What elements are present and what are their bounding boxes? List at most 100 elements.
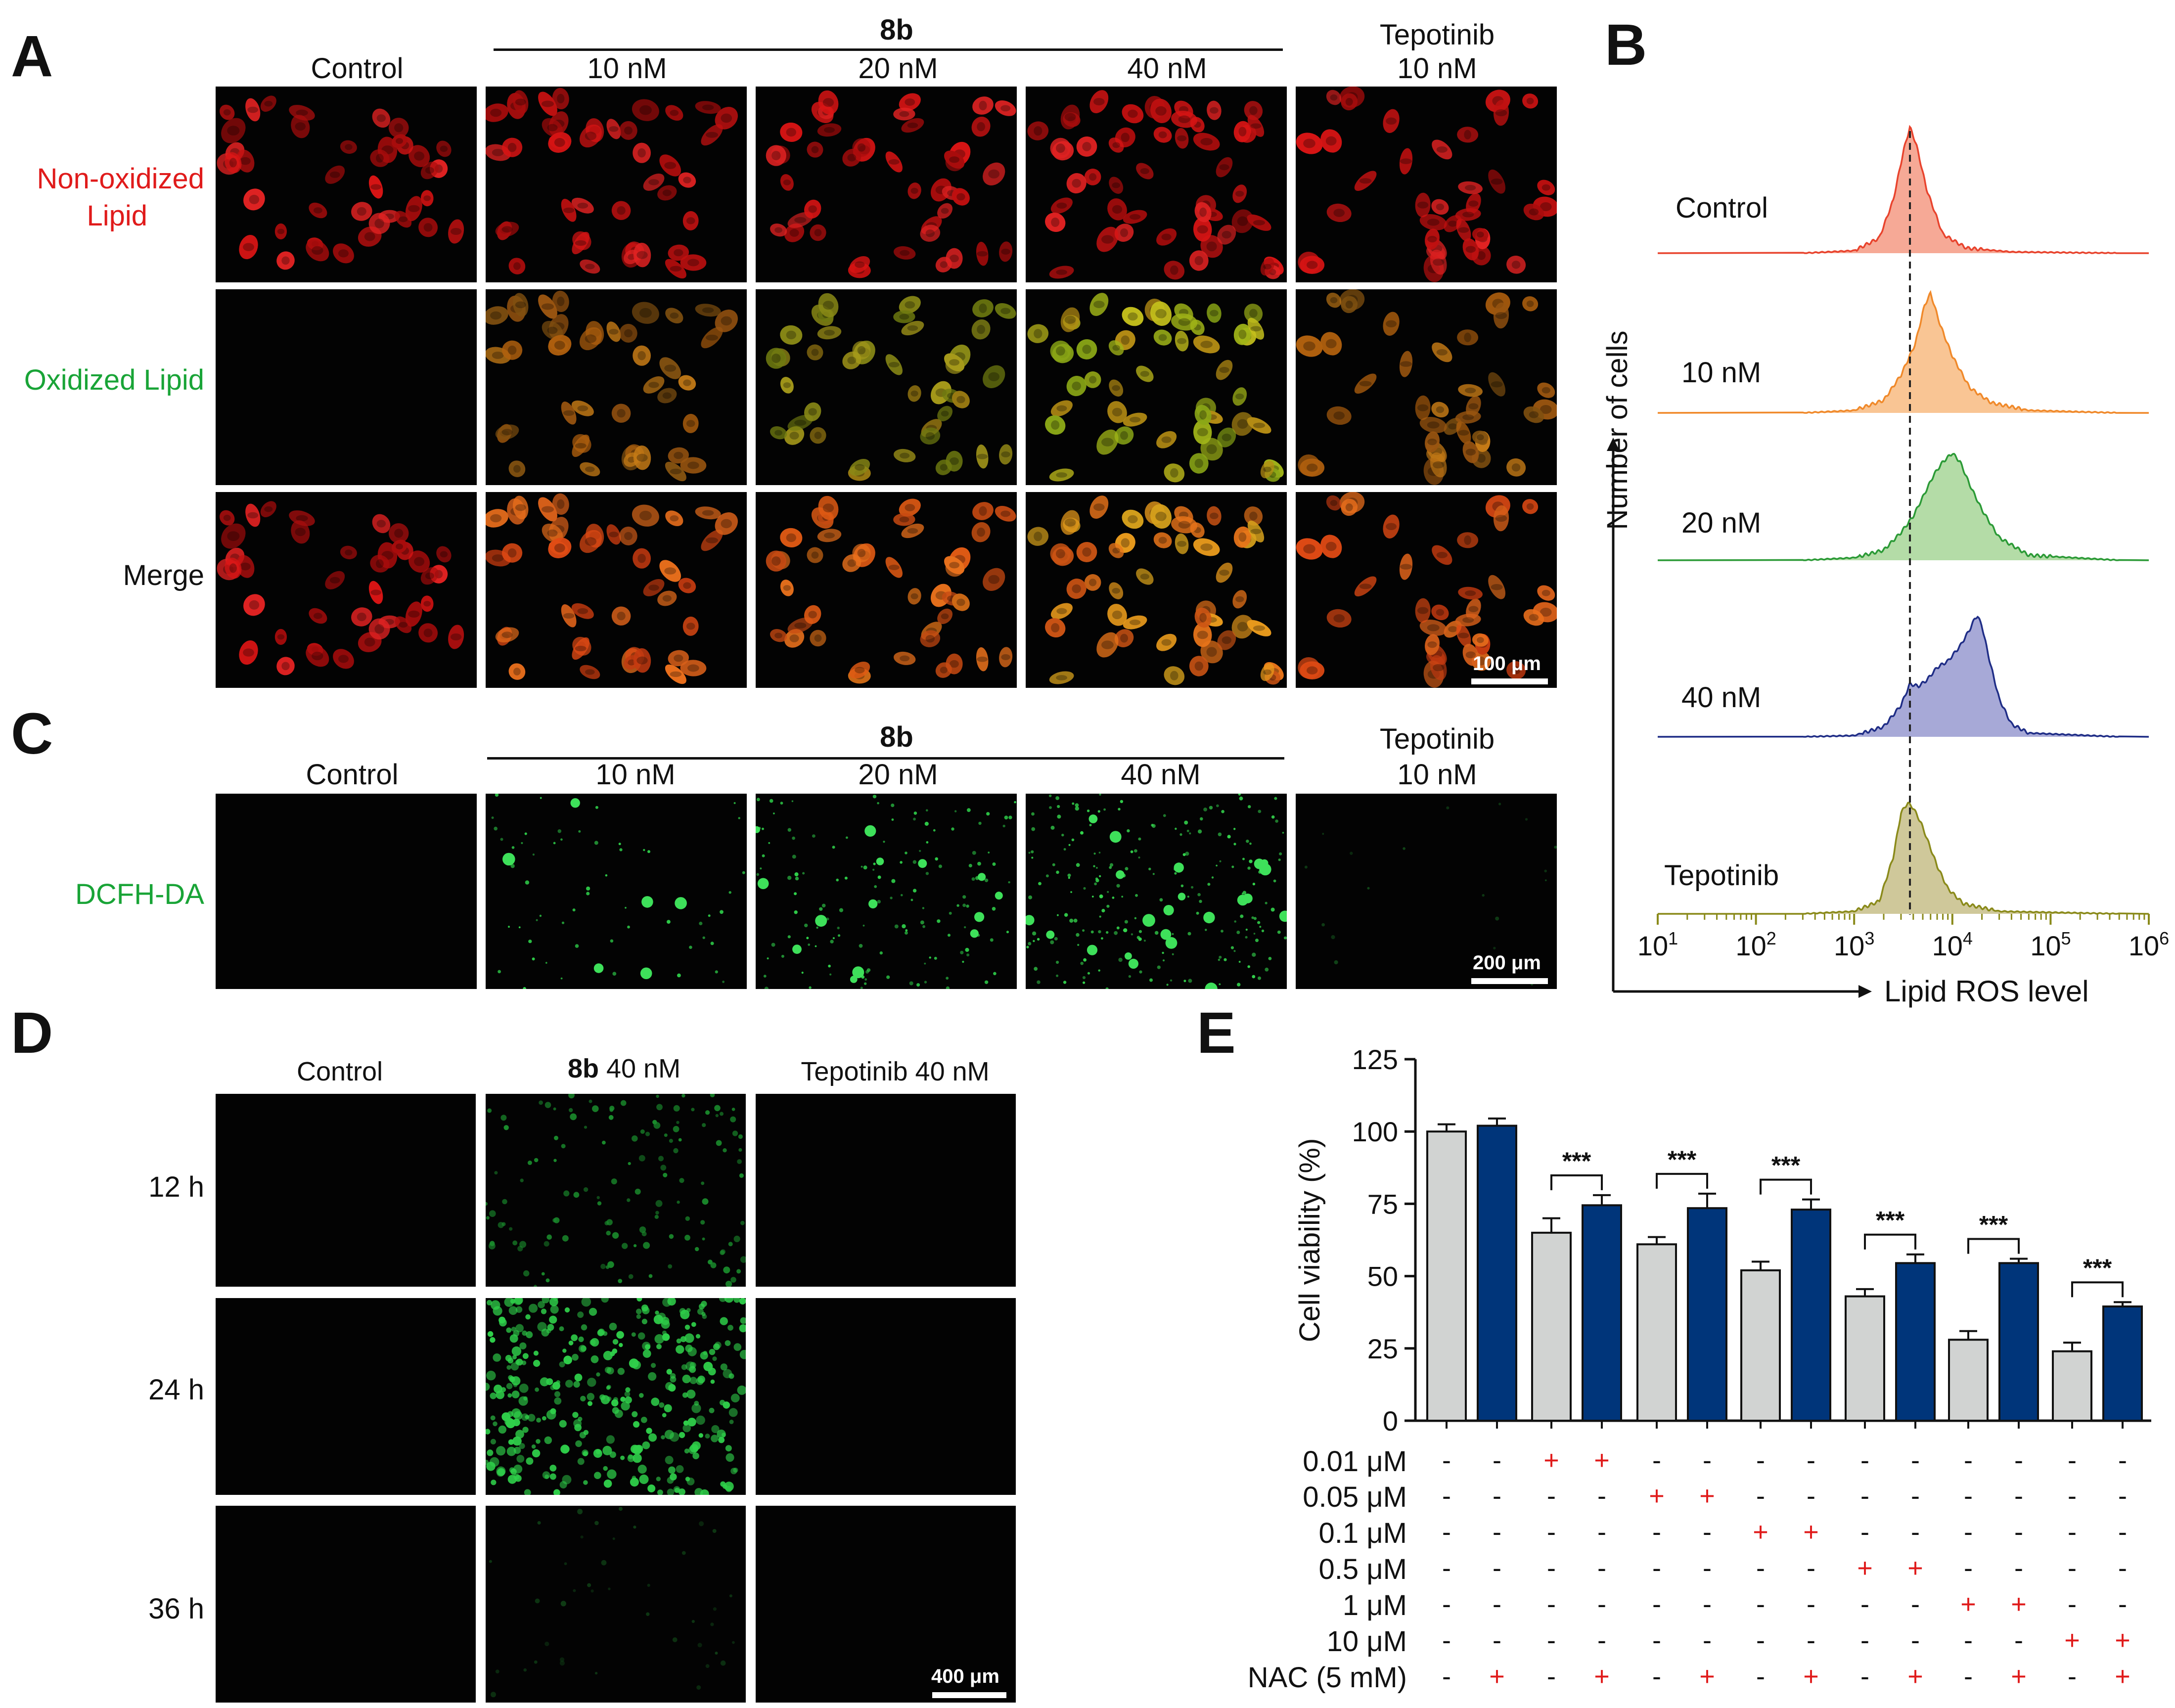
chart-b-x-arrow: [1858, 985, 1872, 998]
chart-e-mark-minus: -: [1597, 1589, 1606, 1619]
chart-e-mark-minus: -: [2068, 1553, 2077, 1583]
panel-d-col-8b: 8b 40 nM: [568, 1055, 680, 1082]
chart-e-mark-minus: -: [1911, 1445, 1920, 1475]
chart-e-bar-gray: [1636, 1243, 1677, 1422]
panel-d-col-tepotinib: Tepotinib 40 nM: [801, 1057, 990, 1086]
chart-e-significance-label: ***: [1876, 1207, 1905, 1234]
chart-e-mark-minus: -: [1597, 1517, 1606, 1547]
chart-e-bar-gray: [2052, 1350, 2092, 1422]
chart-e-mark-minus: -: [1547, 1481, 1556, 1511]
chart-e-mark-minus: -: [1964, 1553, 1973, 1583]
chart-e-mark-minus: -: [1652, 1445, 1661, 1475]
chart-b-xtick-label: 104: [1932, 928, 1973, 961]
chart-e-mark-minus: -: [1547, 1625, 1556, 1655]
chart-e-mark-minus: -: [1911, 1589, 1920, 1619]
chart-e-mark-minus: -: [1807, 1553, 1815, 1583]
chart-e-bar-blue: [1895, 1262, 1936, 1422]
chart-e-ylabel: Cell viability (%): [1294, 1138, 1326, 1343]
chart-e-mark-minus: -: [1493, 1517, 1501, 1547]
chart-e-mark-minus: -: [1547, 1662, 1556, 1691]
chart-b-series-label-0: Control: [1676, 192, 1768, 224]
chart-e-mark-minus: -: [2068, 1662, 2077, 1691]
chart-e-mark-plus: +: [1649, 1481, 1665, 1511]
chart-b-area-1: [1803, 292, 2119, 413]
micrograph-a-20nm-ox: [756, 289, 1017, 485]
panel-d-col-8b-bold: 8b: [567, 1054, 599, 1083]
chart-b-xtick-label: 103: [1834, 928, 1874, 961]
micrograph-d-8b-36h: [486, 1506, 746, 1703]
chart-e-mark-plus: +: [1803, 1517, 1819, 1547]
chart-e-mark-minus: -: [1442, 1662, 1451, 1691]
chart-b-series-label-2: 20 nM: [1681, 507, 1761, 539]
chart-b-area-2: [1803, 453, 2119, 560]
chart-e-mark-plus: +: [2115, 1662, 2130, 1691]
chart-e-mark-minus: -: [2014, 1517, 2023, 1547]
chart-e-mark-minus: -: [1807, 1589, 1815, 1619]
chart-e-mark-minus: -: [1964, 1517, 1973, 1547]
chart-e-mark-minus: -: [2118, 1481, 2127, 1511]
panel-a-letter: A: [11, 24, 53, 89]
chart-e-significance-bracket: [1760, 1178, 1812, 1195]
chart-e-mark-minus: -: [1547, 1517, 1556, 1547]
chart-e-mark-plus: +: [1907, 1662, 1923, 1691]
chart-e-mark-minus: -: [2014, 1445, 2023, 1475]
chart-b-series-label-3: 40 nM: [1681, 681, 1761, 714]
micrograph-a-tepotinib-nonox: [1296, 87, 1557, 282]
chart-e-mark-minus: -: [1703, 1445, 1712, 1475]
chart-e-bar-gray: [1426, 1130, 1467, 1422]
chart-e-bar-blue: [1998, 1262, 2039, 1422]
chart-e-mark-minus: -: [1911, 1517, 1920, 1547]
chart-b-line-1: [1657, 290, 2149, 414]
scale-label-d: 400 μm: [931, 1665, 999, 1687]
micrograph-d-control-24h: [216, 1298, 476, 1495]
chart-e-significance-label: ***: [1562, 1147, 1591, 1175]
chart-e-mark-minus: -: [1493, 1445, 1501, 1475]
panel-c-letter: C: [11, 701, 53, 766]
chart-e-ytick-label: 125: [1352, 1044, 1398, 1075]
chart-e-mark-minus: -: [2068, 1589, 2077, 1619]
chart-e-condition-label: 0.1 μM: [1319, 1517, 1407, 1549]
chart-e-mark-minus: -: [1807, 1481, 1815, 1511]
chart-e-bar-blue: [1477, 1124, 1517, 1422]
chart-e-mark-plus: +: [1803, 1662, 1819, 1691]
chart-e-condition-label: 0.05 μM: [1303, 1481, 1407, 1513]
chart-e-significance-label: ***: [1668, 1146, 1697, 1173]
chart-b-line-4: [1658, 802, 2149, 915]
chart-e-condition-label: NAC (5 mM): [1248, 1662, 1407, 1694]
micrograph-a-40nm-nonox: [1026, 87, 1287, 282]
chart-e-bar-blue: [2102, 1305, 2143, 1422]
chart-b-area-3: [1803, 617, 2119, 737]
micrograph-d-tepotinib-24h: [756, 1298, 1016, 1495]
panel-a-row-merge: Merge: [123, 559, 204, 591]
scale-bar-a: [1471, 678, 1548, 684]
chart-e-mark-plus: +: [1907, 1553, 1923, 1583]
chart-e-mark-minus: -: [1442, 1589, 1451, 1619]
panel-d-col-8b-dose: 40 nM: [598, 1054, 681, 1083]
panel-a-row-ox: Oxidized Lipid: [24, 364, 204, 396]
chart-e-mark-minus: -: [1652, 1517, 1661, 1547]
chart-e-significance-bracket: [2071, 1281, 2124, 1298]
chart-e-mark-minus: -: [1442, 1517, 1451, 1547]
chart-e-condition-label: 0.01 μM: [1303, 1445, 1407, 1478]
chart-e-mark-minus: -: [1442, 1553, 1451, 1583]
micrograph-a-10nm-merge: [486, 492, 747, 688]
panel-d-row-24h: 24 h: [148, 1374, 204, 1406]
scale-label-a: 100 μm: [1473, 653, 1541, 674]
chart-e-mark-minus: -: [1493, 1625, 1501, 1655]
chart-e-mark-minus: -: [1756, 1662, 1765, 1691]
chart-e-significance-bracket: [1967, 1238, 2020, 1254]
chart-e-mark-minus: -: [1807, 1625, 1815, 1655]
chart-e-ytick-label: 50: [1367, 1261, 1398, 1292]
chart-e-mark-minus: -: [1964, 1662, 1973, 1691]
chart-e-mark-plus: +: [1489, 1662, 1505, 1691]
micrograph-d-8b-12h: [486, 1094, 746, 1287]
micrograph-d-control-36h: [216, 1506, 476, 1703]
chart-e-mark-minus: -: [1860, 1481, 1869, 1511]
chart-e-mark-plus: +: [1960, 1589, 1976, 1619]
chart-e-mark-minus: -: [1756, 1481, 1765, 1511]
chart-e-mark-minus: -: [1860, 1625, 1869, 1655]
chart-e-ytick-label: 100: [1352, 1116, 1398, 1147]
chart-e-mark-minus: -: [2118, 1445, 2127, 1475]
micrograph-d-tepotinib-36h: [756, 1506, 1016, 1703]
